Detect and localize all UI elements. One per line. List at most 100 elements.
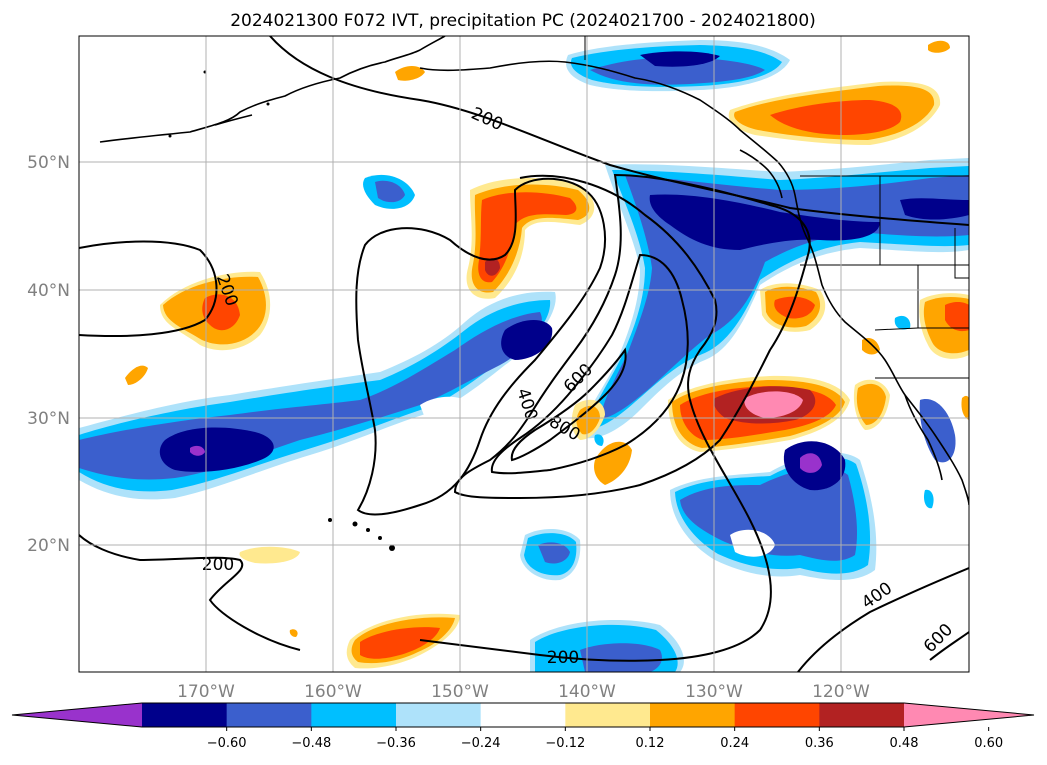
ivt-contour-400 [453, 173, 811, 500]
coastline-aleutians [214, 114, 253, 126]
colorbar-segment [734, 703, 820, 727]
ivt-contour-200-central [79, 534, 301, 651]
colorbar-segment [650, 703, 736, 727]
ivt-contour-200-main [355, 177, 606, 516]
political-borders [584, 36, 969, 379]
colorbar-tick-label: −0.60 [207, 736, 247, 751]
pc-field-mid-deep [501, 319, 553, 360]
pc-field-southwest-deep [159, 427, 274, 472]
coastline-baja [904, 394, 943, 481]
pc-field-hole-mid [420, 396, 465, 419]
pc-field-west-small-3 [289, 629, 298, 637]
pc-field-small-west [125, 365, 148, 385]
latitude-labels: 50°N 40°N 30°N 20°N [27, 153, 70, 556]
pc-field-midcentral-2 [594, 441, 632, 485]
lat-label-20n: 20°N [27, 536, 70, 556]
lat-label-50n: 50°N [27, 153, 70, 173]
island-hawaii-4 [378, 536, 382, 540]
colorbar-tick-label: −0.12 [545, 736, 585, 751]
border-us-states-4 [874, 327, 969, 331]
coastline-alaska [99, 36, 446, 143]
colorbar-tick-label: 0.12 [636, 736, 665, 751]
island-hawaii-5 [389, 545, 395, 551]
contour-label-200-southwest: 200 [202, 555, 234, 575]
gridlines [79, 36, 969, 672]
pc-field-mexico [961, 395, 969, 420]
ivt-contour-200-north [269, 36, 969, 226]
lat-label-40n: 40°N [27, 281, 70, 301]
pc-field-small-north-core [375, 180, 405, 203]
colorbar-extend-low [12, 703, 142, 727]
island-hawaii-1 [328, 518, 332, 522]
pc-field-small-bits-2 [894, 315, 911, 330]
pc-field-bottom-core [580, 643, 662, 672]
figure-title: 2024021300 F072 IVT, precipitation PC (2… [230, 11, 816, 31]
colorbar-segment [311, 703, 397, 727]
ivt-contour-200-outer [419, 174, 772, 662]
pc-field-canada-east [900, 198, 969, 220]
ivt-contour-200-west [79, 240, 218, 338]
coastline-bc-islands [739, 149, 783, 199]
pc-negative-fields [79, 40, 969, 672]
pc-field-southeast-peak [800, 453, 822, 473]
pc-field-southwest-peak [190, 445, 205, 456]
pc-field-cal-core [774, 296, 815, 319]
pc-field-northeast-deep [649, 194, 880, 250]
colorbar-segment [480, 703, 566, 727]
lon-label-150w: 150°W [431, 682, 489, 702]
pc-field-nevada-core [945, 301, 969, 332]
pc-field-midcentral-mid [576, 405, 600, 435]
ivt-contour-800 [510, 347, 627, 462]
ivt-contour-600 [490, 253, 689, 475]
island-aleutian-2 [266, 102, 270, 106]
pc-field-west-small-2 [239, 546, 300, 564]
pc-field-nbc-small [928, 40, 950, 53]
island-aleutian-3 [168, 134, 172, 138]
pc-field-alaska-positive [395, 66, 425, 81]
map-area: 200 200 200 200 400 400 600 600 800 [79, 36, 969, 672]
pc-field-bottom-positive-core [360, 627, 440, 659]
pc-field-sierra [862, 338, 880, 355]
pc-field-small-bits-3 [594, 434, 604, 446]
pc-field-baja [919, 399, 956, 463]
colorbar-tick-label: −0.48 [291, 736, 331, 751]
lon-label-160w: 160°W [304, 682, 362, 702]
colorbar: −0.60 −0.48 −0.36 −0.24 −0.12 0.12 0.24 0.36 0.4… [11, 702, 1035, 751]
lon-label-130w: 130°W [685, 682, 743, 702]
coastline-alaska-2 [419, 60, 969, 506]
pc-field-south-core [538, 542, 570, 564]
colorbar-outline [11, 702, 1035, 728]
colorbar-tick-label: −0.24 [461, 736, 501, 751]
islands [168, 70, 395, 551]
pc-field-small-bits-1 [923, 489, 934, 509]
colorbar-segment [396, 703, 482, 727]
coastlines [99, 36, 969, 506]
lon-label-170w: 170°W [177, 682, 235, 702]
pc-field-baja-positive-mid [856, 383, 886, 425]
colorbar-segment [819, 703, 905, 727]
colorbar-segment [226, 703, 312, 727]
island-hawaii-2 [352, 521, 358, 527]
colorbar-segment [565, 703, 651, 727]
pc-field-west-core [202, 294, 240, 331]
pc-field-central-deep [485, 258, 500, 276]
lat-label-30n: 30°N [27, 409, 70, 429]
pc-field-southeast-core [680, 467, 858, 561]
colorbar-tick-label: 0.60 [974, 736, 1003, 751]
ivt-contour-600-se [929, 631, 969, 661]
colorbar-segment [142, 703, 228, 727]
map-frame [78, 35, 970, 673]
pc-field-alaska-deep [640, 51, 720, 67]
lon-label-120w: 120°W [812, 682, 870, 702]
ivt-contour-400-se [797, 567, 969, 672]
colorbar-tick-label: 0.36 [805, 736, 834, 751]
colorbar-tick-label: 0.24 [720, 736, 749, 751]
pc-field-nbc-core [770, 100, 902, 135]
colorbar-tick-label: 0.48 [890, 736, 919, 751]
colorbar-extend-high [904, 703, 1034, 727]
contour-label-200-south: 200 [547, 648, 579, 668]
lon-label-140w: 140°W [558, 682, 616, 702]
pc-field-central-core [478, 192, 577, 283]
ivt-contours [79, 36, 969, 672]
